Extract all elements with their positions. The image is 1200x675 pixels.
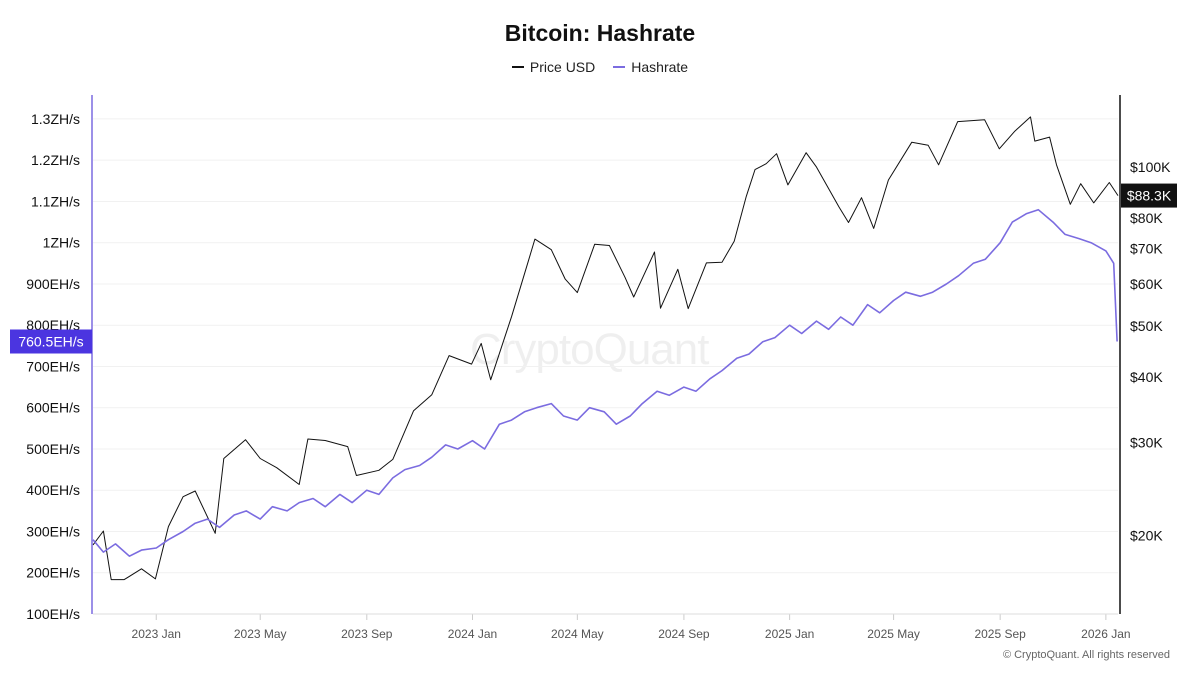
x-tick-label: 2024 Sep bbox=[658, 627, 710, 641]
current-hashrate-badge bbox=[10, 329, 92, 354]
left-tick-label: 700EH/s bbox=[26, 358, 80, 374]
x-tick-label: 2023 Jan bbox=[132, 627, 181, 641]
left-tick-label: 500EH/s bbox=[26, 441, 80, 457]
series-line-hashrate bbox=[92, 208, 1118, 557]
series-line-price bbox=[92, 116, 1119, 581]
chart-title: Bitcoin: Hashrate bbox=[504, 20, 696, 46]
price-swatch bbox=[511, 66, 524, 68]
left-tick-label: 200EH/s bbox=[26, 565, 80, 581]
x-tick-label: 2026 Jan bbox=[1081, 627, 1130, 641]
right-tick-label: $60K bbox=[1130, 276, 1163, 292]
x-tick-label: 2023 May bbox=[234, 627, 287, 641]
left-tick-label: 400EH/s bbox=[26, 482, 80, 498]
x-tick-label: 2024 Jan bbox=[448, 627, 497, 641]
x-tick-label: 2023 Sep bbox=[341, 627, 393, 641]
right-tick-label: $80K bbox=[1130, 210, 1163, 226]
right-tick-label: $40K bbox=[1130, 369, 1163, 385]
left-tick-label: 100EH/s bbox=[26, 606, 80, 622]
watermark: CryptoQuant bbox=[470, 325, 709, 374]
legend-item-price[interactable]: Price USD bbox=[511, 59, 596, 75]
left-tick-label: 300EH/s bbox=[26, 523, 80, 539]
legend-label-hashrate: Hashrate bbox=[631, 59, 689, 75]
current-price-badge bbox=[1121, 183, 1177, 208]
right-tick-label: $70K bbox=[1130, 241, 1163, 257]
current-price-label: $88.3K bbox=[1127, 188, 1172, 204]
legend: Price USD Hashrate bbox=[0, 59, 1200, 75]
left-tick-label: 1.2ZH/s bbox=[31, 152, 80, 168]
x-tick-label: 2024 May bbox=[551, 627, 604, 641]
right-tick-label: $30K bbox=[1130, 435, 1163, 451]
hashrate-swatch bbox=[613, 66, 626, 68]
legend-label-price: Price USD bbox=[529, 59, 596, 75]
left-tick-label: 1.3ZH/s bbox=[31, 111, 80, 127]
right-tick-label: $100K bbox=[1130, 159, 1171, 175]
left-tick-label: 1.1ZH/s bbox=[31, 193, 80, 209]
right-tick-label: $20K bbox=[1130, 528, 1163, 544]
x-tick-label: 2025 Sep bbox=[974, 627, 1026, 641]
left-tick-label: 800EH/s bbox=[26, 317, 80, 333]
left-tick-label: 1ZH/s bbox=[43, 235, 80, 251]
left-tick-label: 600EH/s bbox=[26, 400, 80, 416]
copyright-footer: © CryptoQuant. All rights reserved bbox=[1002, 649, 1170, 661]
current-hashrate-label: 760.5EH/s bbox=[18, 334, 83, 350]
right-tick-label: $50K bbox=[1130, 318, 1163, 334]
x-tick-label: 2025 Jan bbox=[765, 627, 814, 641]
x-tick-label: 2025 May bbox=[867, 627, 920, 641]
left-tick-label: 900EH/s bbox=[26, 276, 80, 292]
legend-item-hashrate[interactable]: Hashrate bbox=[613, 59, 688, 75]
